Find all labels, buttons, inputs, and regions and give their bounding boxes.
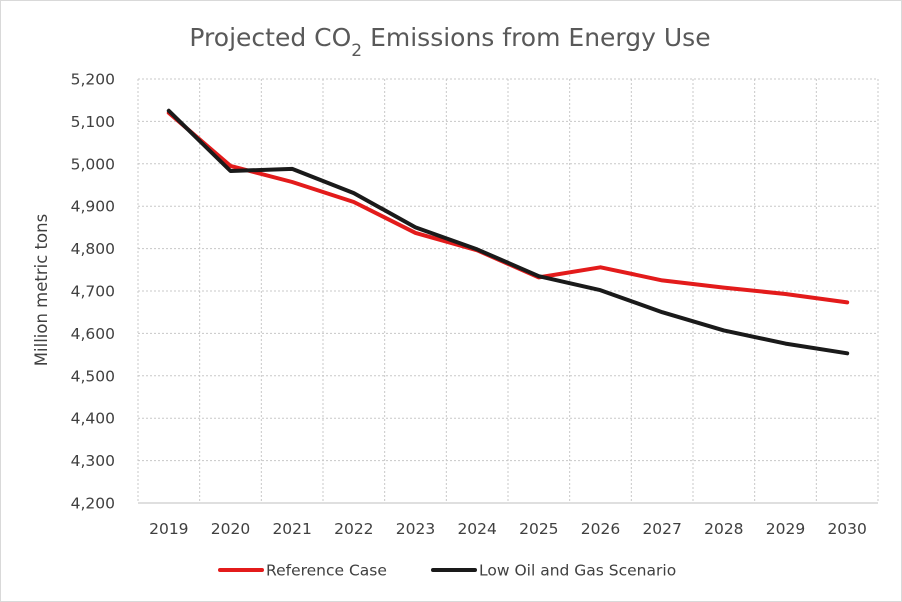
y-tick-label: 4,400 xyxy=(71,410,115,428)
chart-title: Projected CO2 Emissions from Energy Use xyxy=(189,23,710,61)
y-tick-label: 5,200 xyxy=(71,71,115,89)
x-tick-label: 2026 xyxy=(581,520,620,538)
x-tick-label: 2030 xyxy=(827,520,866,538)
x-tick-label: 2024 xyxy=(457,520,496,538)
legend: Reference Case Low Oil and Gas Scenario xyxy=(218,562,676,580)
x-tick-label: 2020 xyxy=(211,520,250,538)
y-tick-label: 4,300 xyxy=(71,452,115,470)
y-axis-label: Million metric tons xyxy=(32,214,51,366)
y-tick-label: 4,700 xyxy=(71,283,115,301)
x-tick-label: 2021 xyxy=(272,520,311,538)
y-tick-label: 5,000 xyxy=(71,155,115,173)
x-tick-label: 2027 xyxy=(642,520,681,538)
x-tick-labels: 2019 2020 2021 2022 2023 2024 2025 2026 2027 2028… xyxy=(149,520,867,538)
series-lines xyxy=(166,108,850,356)
x-tick-label: 2028 xyxy=(704,520,743,538)
y-tick-label: 4,900 xyxy=(71,198,115,216)
legend-label: Reference Case xyxy=(266,562,387,580)
y-tick-labels: 4,200 4,300 4,400 4,500 4,600 4,700 4,800 4,900… xyxy=(71,71,115,513)
y-tick-label: 4,800 xyxy=(71,240,115,258)
x-tick-label: 2025 xyxy=(519,520,558,538)
y-tick-label: 5,100 xyxy=(71,113,115,131)
series-line-2 xyxy=(166,108,850,356)
legend-label: Low Oil and Gas Scenario xyxy=(479,562,676,580)
y-tick-label: 4,500 xyxy=(71,367,115,385)
y-tick-label: 4,600 xyxy=(71,325,115,343)
gridlines xyxy=(137,78,879,503)
x-tick-label: 2029 xyxy=(766,520,805,538)
x-tick-label: 2019 xyxy=(149,520,188,538)
x-tick-label: 2022 xyxy=(334,520,373,538)
y-tick-label: 4,200 xyxy=(71,495,115,513)
x-tick-label: 2023 xyxy=(396,520,435,538)
